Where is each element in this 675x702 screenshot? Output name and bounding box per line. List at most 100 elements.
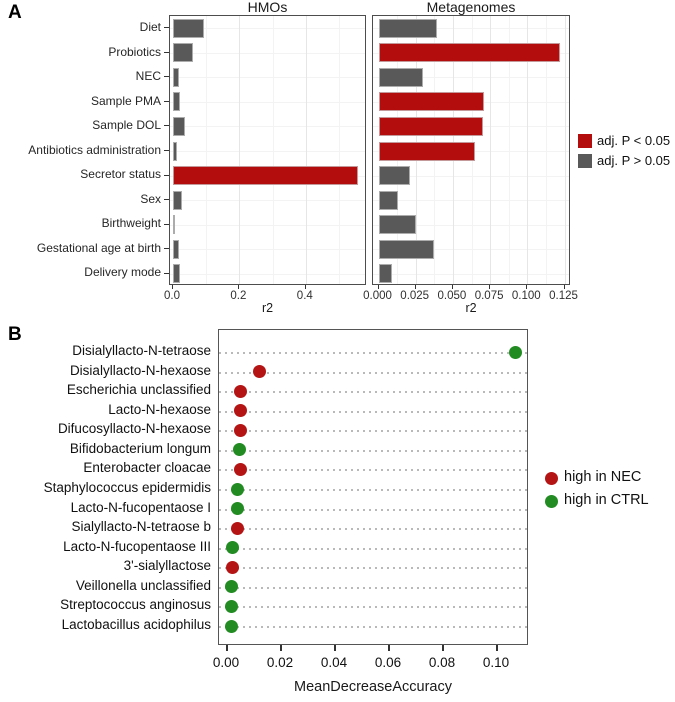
- y-tick: [164, 27, 169, 29]
- x-tick: [226, 645, 228, 651]
- category-label: Veillonella unclassified: [75, 577, 211, 593]
- x-tick: [304, 285, 306, 289]
- category-label: 3'-sialyllactose: [123, 558, 211, 574]
- gridline-horizontal: [170, 77, 365, 79]
- category-label: Probiotics: [108, 44, 161, 59]
- bar-not-significant: [378, 166, 410, 186]
- category-label: NEC: [135, 69, 161, 84]
- y-tick: [164, 199, 169, 201]
- x-tick: [280, 645, 282, 651]
- hmos-plot: [169, 15, 366, 285]
- dot-nec: [225, 560, 239, 574]
- gridline-dotted: [219, 586, 527, 589]
- gridline-dotted: [219, 528, 527, 531]
- gridline-horizontal: [373, 273, 569, 275]
- gridline-dotted: [219, 391, 527, 394]
- legend-label-ctrl: high in CTRL: [564, 492, 649, 508]
- gridline-dotted: [219, 489, 527, 491]
- gridline-major: [305, 16, 307, 284]
- gridline-horizontal: [373, 28, 569, 30]
- category-label: Gestational age at birth: [36, 240, 161, 255]
- category-label: Escherichia unclassified: [66, 382, 211, 398]
- legend-label-nec: high in NEC: [564, 469, 642, 485]
- panel-b-label: B: [8, 324, 22, 345]
- metagenomes-plot: [372, 15, 570, 285]
- bar-not-significant: [173, 190, 182, 210]
- x-tick-label: 0.02: [266, 655, 294, 670]
- category-label: Difucosyllacto-N-hexaose: [57, 421, 211, 437]
- y-tick: [164, 248, 169, 250]
- bar-not-significant: [173, 264, 181, 284]
- gridline-horizontal: [373, 224, 569, 226]
- gridline-dotted: [219, 567, 527, 570]
- bar-not-significant: [173, 67, 180, 87]
- gridline-minor: [339, 16, 340, 284]
- bar-not-significant: [378, 264, 392, 284]
- bar-significant: [378, 92, 485, 112]
- x-tick-label: 0.025: [400, 290, 430, 302]
- gridline-horizontal: [373, 175, 569, 177]
- y-tick: [164, 100, 169, 102]
- x-tick: [334, 645, 336, 651]
- category-label: Lacto-N-hexaose: [108, 401, 211, 417]
- gridline-dotted: [219, 449, 527, 452]
- gridline-horizontal: [170, 151, 365, 152]
- gridline-horizontal: [373, 249, 569, 251]
- dot-ctrl: [225, 541, 239, 555]
- gridline-major: [564, 16, 566, 284]
- dot-ctrl: [232, 443, 246, 457]
- x-tick-label: 0.08: [428, 655, 456, 670]
- legend-dot-ctrl: [545, 495, 558, 508]
- gridline-major: [239, 16, 241, 284]
- gridline-minor: [545, 16, 547, 284]
- x-tick-label: 0.100: [511, 290, 541, 302]
- bar-not-significant: [378, 190, 398, 210]
- x-tick: [526, 285, 528, 289]
- x-tick-label: 0.10: [482, 655, 510, 670]
- metagenomes-x-axis-label: r2: [465, 301, 477, 315]
- x-tick: [496, 645, 498, 651]
- x-tick-label: 0.125: [549, 290, 578, 302]
- dot-ctrl: [224, 619, 238, 633]
- legend-swatch-not-significant: [578, 154, 592, 168]
- gridline-dotted: [219, 430, 527, 433]
- y-tick: [164, 223, 169, 225]
- legend-label-not-significant: adj. P > 0.05: [597, 153, 671, 168]
- category-label: Disialyllacto-N-hexaose: [69, 362, 211, 378]
- x-tick-label: 0.0: [164, 290, 180, 302]
- gridline-minor: [508, 16, 510, 284]
- gridline-major: [490, 16, 492, 284]
- gridline-horizontal: [170, 101, 365, 103]
- y-tick: [164, 125, 169, 127]
- gridline-dotted: [219, 469, 527, 472]
- category-label: Staphylococcus epidermidis: [43, 480, 211, 495]
- x-tick: [172, 285, 173, 289]
- x-tick: [442, 645, 444, 651]
- gridline-dotted: [219, 626, 527, 628]
- hmos-x-axis-label: r2: [261, 301, 274, 315]
- x-tick: [414, 285, 416, 289]
- importance-plot: [218, 329, 528, 645]
- gridline-dotted: [219, 410, 527, 413]
- bar-significant: [378, 141, 476, 161]
- dot-nec: [234, 404, 247, 418]
- bar-not-significant: [173, 43, 194, 63]
- category-label: Sample DOL: [92, 118, 161, 133]
- dot-nec: [234, 423, 247, 437]
- x-tick-label: 0.4: [296, 290, 313, 302]
- gridline-horizontal: [170, 224, 365, 226]
- category-label: Sialyllacto-N-tetraose b: [71, 519, 211, 535]
- dot-nec: [252, 365, 266, 379]
- dot-ctrl: [231, 502, 245, 516]
- bar-not-significant: [173, 18, 204, 38]
- x-tick: [377, 285, 379, 289]
- bar-significant: [378, 116, 483, 136]
- x-tick-label: 0.050: [437, 290, 467, 302]
- bar-not-significant: [173, 116, 186, 136]
- dot-ctrl: [231, 482, 245, 496]
- gridline-horizontal: [170, 200, 365, 202]
- gridline-horizontal: [373, 200, 569, 202]
- bar-not-significant: [173, 141, 177, 161]
- gridline-minor: [206, 16, 208, 284]
